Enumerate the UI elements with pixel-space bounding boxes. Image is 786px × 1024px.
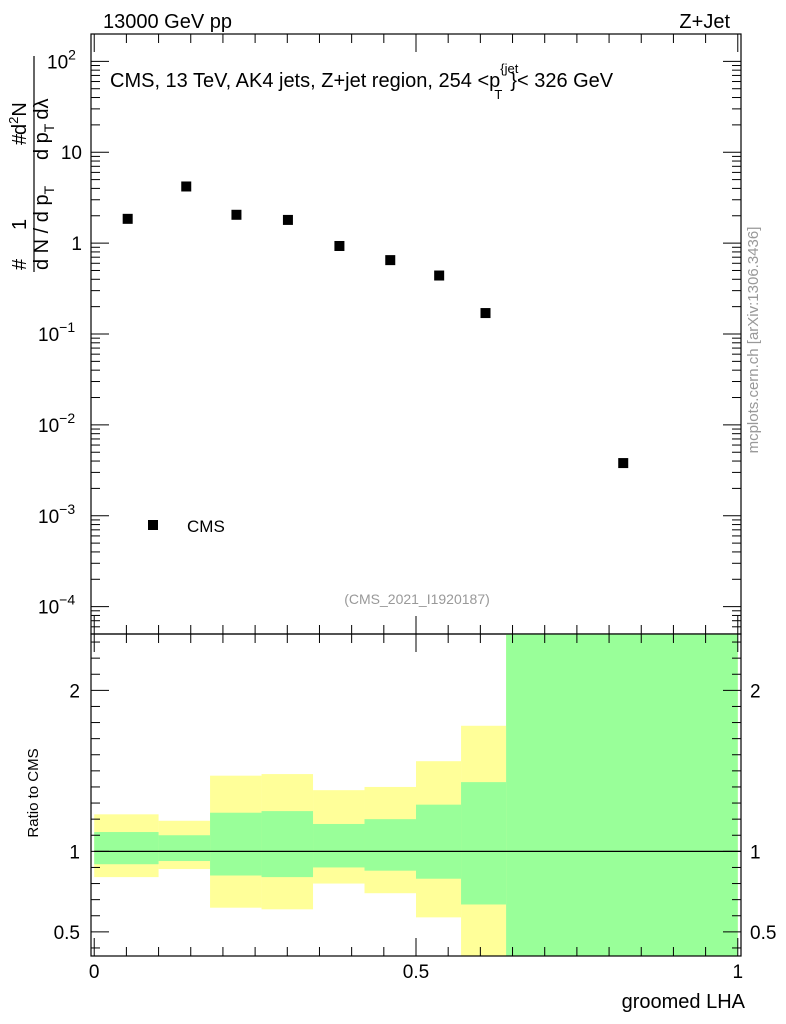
ratio-y-tick-label-right: 0.5 xyxy=(750,923,776,944)
ratio-y-axis-label: Ratio to CMS xyxy=(25,748,42,837)
data-point xyxy=(122,213,133,224)
ratio-bands xyxy=(94,634,741,956)
x-axis-label: groomed LHA xyxy=(622,991,746,1013)
inner-band-bin xyxy=(364,819,416,871)
data-point xyxy=(385,255,396,266)
data-point xyxy=(618,458,629,469)
tick-base: 10 xyxy=(38,598,59,619)
title-pre: CMS, 13 TeV, AK4 jets, Z+jet region, 254… xyxy=(110,70,500,92)
tick-exp: −1 xyxy=(59,319,75,335)
ratio-y-tick-label: 0.5 xyxy=(54,923,80,944)
tick-base: 10 xyxy=(38,507,59,528)
tick-base: 10 xyxy=(61,143,82,164)
tick-exp: −2 xyxy=(59,410,75,426)
inner-band-bin xyxy=(158,835,211,862)
main-y-tick-label: 1 xyxy=(71,234,82,255)
title-sub: T xyxy=(494,87,502,102)
main-data-points xyxy=(122,181,629,469)
ylabel-hash-2: # xyxy=(9,133,31,145)
ylabel-den: d N / d pT xyxy=(31,185,57,270)
main-y-axis-label: # 1 d N / d pT d2N # d pTdλ xyxy=(6,56,57,272)
data-point xyxy=(282,214,293,225)
tick-exp: −3 xyxy=(59,501,75,517)
main-y-tick-label: 10 xyxy=(61,143,82,164)
main-y-tick-label: 10−2 xyxy=(38,410,75,437)
ylabel-hash-1: # xyxy=(9,258,31,270)
tick-exp: 2 xyxy=(68,46,76,62)
tick-base: 10 xyxy=(38,325,59,346)
main-y-tick-label: 10−1 xyxy=(38,319,75,346)
x-tick-label: 1 xyxy=(732,962,743,983)
main-y-tick-label: 10−4 xyxy=(38,592,75,619)
ratio-y-tick-label-right: 2 xyxy=(750,681,761,702)
plot-title: CMS, 13 TeV, AK4 jets, Z+jet region, 254… xyxy=(110,61,614,102)
title-sup: {jet xyxy=(500,61,518,76)
header-left: 13000 GeV pp xyxy=(103,11,232,33)
ratio-y-tick-label: 2 xyxy=(69,681,80,702)
x-tick-label: 0 xyxy=(89,962,100,983)
inner-band-bin xyxy=(94,832,159,865)
tick-exp: −4 xyxy=(59,592,75,608)
tick-base: 10 xyxy=(47,52,68,73)
legend-label: CMS xyxy=(187,517,225,536)
main-y-tick-label: 10−3 xyxy=(38,501,75,528)
tick-base: 1 xyxy=(71,234,82,255)
ratio-y-tick-label: 1 xyxy=(69,842,80,863)
ratio-y-tick-label-right: 1 xyxy=(750,842,761,863)
data-point xyxy=(480,308,491,319)
inner-band-bin xyxy=(210,812,262,876)
header-right: Z+Jet xyxy=(679,11,730,33)
data-point xyxy=(231,209,242,220)
ylabel-den2: d pTdλ xyxy=(31,99,57,161)
main-frame xyxy=(90,33,742,635)
inner-band-bin xyxy=(461,782,507,905)
side-note: mcplots.cern.ch [arXiv:1306.3436] xyxy=(745,227,762,454)
legend-marker xyxy=(148,520,158,530)
x-tick-label: 0.5 xyxy=(403,962,429,983)
inner-band-bin xyxy=(506,634,738,956)
ratio-axes: 2 2 1 1 0.5 0.5 0 0.5 1 xyxy=(54,633,776,983)
inner-band-bin xyxy=(313,823,365,868)
tick-base: 10 xyxy=(38,416,59,437)
analysis-id: (CMS_2021_I1920187) xyxy=(344,591,490,607)
data-point xyxy=(181,181,192,192)
inner-band-bin xyxy=(261,811,314,878)
data-point xyxy=(434,270,445,281)
main-y-tick-label: 102 xyxy=(47,46,76,73)
ylabel-num: d2N xyxy=(6,102,31,135)
data-point xyxy=(334,240,345,251)
title-post: }< 326 GeV xyxy=(510,70,614,92)
inner-band-bin xyxy=(416,804,462,879)
ylabel-one: 1 xyxy=(9,219,31,230)
